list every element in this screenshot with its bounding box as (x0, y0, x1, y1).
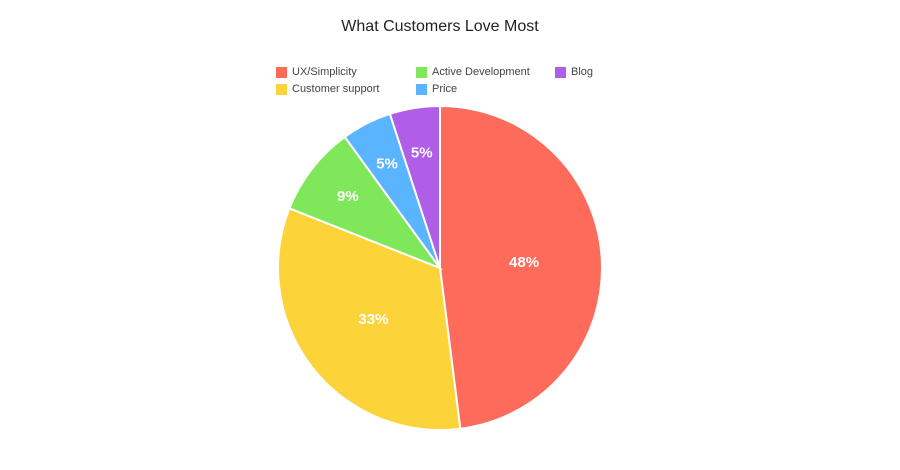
legend-label: Customer support (292, 83, 380, 95)
pie-slice-ux-simplicity[interactable] (439, 104, 603, 430)
legend-item-customer-support[interactable]: Customer support (276, 81, 379, 97)
pie-slice-blog[interactable] (388, 104, 441, 269)
legend-item-active-development[interactable]: Active Development (416, 64, 530, 80)
legend-swatch (416, 66, 427, 78)
legend-label: Price (432, 83, 458, 95)
pie-slice-active-development[interactable] (288, 135, 443, 271)
chart-legend: UX/Simplicity Active Development Blog Cu… (276, 64, 636, 104)
legend-item-blog[interactable]: Blog (555, 64, 593, 80)
pie-slice-customer-support[interactable] (277, 207, 462, 431)
legend-item-ux-simplicity[interactable]: UX/Simplicity (276, 64, 357, 80)
legend-label: Active Development (432, 66, 530, 78)
legend-swatch (276, 83, 287, 95)
slice-label-ux-simplicity: 48% (509, 254, 539, 271)
slice-label-active-development: 9% (337, 188, 359, 205)
legend-swatch (276, 66, 287, 78)
legend-item-price[interactable]: Price (416, 81, 457, 97)
legend-label: UX/Simplicity (292, 66, 357, 78)
chart-title: What Customers Love Most (341, 18, 539, 35)
slice-label-customer-support: 33% (358, 311, 388, 328)
slice-label-blog: 5% (411, 144, 433, 161)
legend-swatch (555, 66, 566, 78)
legend-swatch (416, 83, 427, 95)
slice-label-price: 5% (376, 156, 398, 173)
legend-label: Blog (571, 66, 594, 78)
